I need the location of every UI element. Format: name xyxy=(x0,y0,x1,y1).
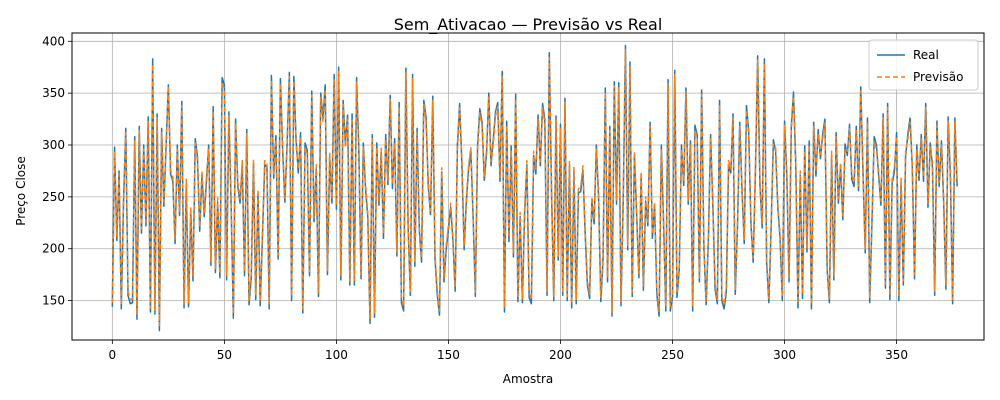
series-line-previsao xyxy=(111,48,958,327)
x-tick-label: 150 xyxy=(437,348,460,362)
x-axis-ticks: 0 50 100 150 200 250 300 350 xyxy=(109,340,908,362)
legend-label-real: Real xyxy=(913,48,939,62)
y-tick-label: 400 xyxy=(42,34,65,48)
y-tick-label: 150 xyxy=(42,294,65,308)
legend-label-previsao: Previsão xyxy=(913,70,963,84)
y-axis-label: Preço Close xyxy=(14,156,28,226)
chart-title: Sem_Ativacao — Previsão vs Real xyxy=(394,15,663,35)
y-tick-label: 300 xyxy=(42,138,65,152)
x-tick-label: 50 xyxy=(217,348,232,362)
x-tick-label: 300 xyxy=(773,348,796,362)
x-axis-label: Amostra xyxy=(503,372,553,386)
plot-frame xyxy=(71,32,985,341)
y-tick-label: 200 xyxy=(42,242,65,256)
x-tick-label: 350 xyxy=(885,348,908,362)
y-axis-ticks: 150 200 250 300 350 400 xyxy=(42,34,72,308)
x-tick-label: 200 xyxy=(549,348,572,362)
y-tick-label: 350 xyxy=(42,86,65,100)
x-tick-label: 100 xyxy=(325,348,348,362)
series-lines xyxy=(111,44,958,332)
x-tick-label: 250 xyxy=(661,348,684,362)
y-tick-label: 250 xyxy=(42,190,65,204)
x-tick-label: 0 xyxy=(109,348,117,362)
legend: Real Previsão xyxy=(868,39,979,91)
